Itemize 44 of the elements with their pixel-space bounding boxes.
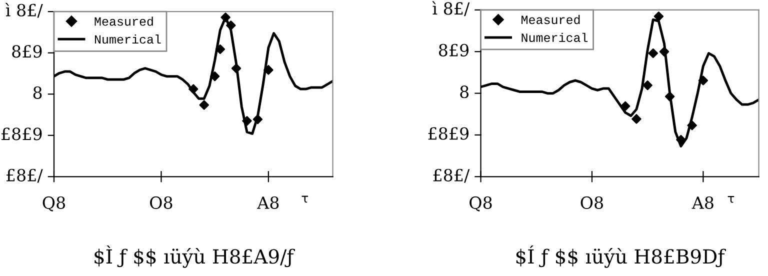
x-axis-title: τ	[728, 196, 734, 203]
legend-label: Measured	[522, 14, 580, 24]
text: ì 8£/	[432, 1, 470, 16]
point	[676, 134, 686, 145]
point	[648, 48, 658, 58]
point	[698, 76, 708, 86]
point	[188, 84, 198, 94]
x-tick-label: Q8	[470, 196, 492, 212]
point	[620, 101, 630, 112]
point	[659, 46, 670, 57]
point	[215, 44, 226, 54]
text: 8	[460, 86, 469, 98]
point	[264, 65, 274, 75]
text: £8£9	[2, 128, 42, 140]
text: 8£9	[438, 44, 469, 56]
x-axis-title: τ	[302, 196, 308, 203]
point	[654, 12, 664, 22]
x-tick-label: Q8	[42, 196, 65, 212]
text: ì 8£/	[5, 2, 43, 18]
x-tick-label: A8	[692, 196, 714, 209]
point	[687, 120, 697, 130]
text: £8£/	[433, 168, 470, 183]
point	[642, 80, 652, 90]
text: $Ì ƒ $$ ıüýù H8£A9/ƒ	[94, 246, 295, 268]
text: £8£/	[6, 168, 43, 183]
point	[664, 92, 675, 102]
legend-label: Numerical	[94, 34, 161, 44]
point	[231, 63, 242, 74]
point	[242, 116, 252, 126]
text: £8£9	[428, 127, 469, 140]
point	[220, 12, 230, 22]
x-tick-label: O8	[580, 196, 603, 209]
x-tick-label: A8	[257, 196, 279, 209]
x-tick-label: O8	[150, 196, 172, 209]
point	[210, 71, 220, 82]
text: $Í ƒ $$ ıüýù H8£B9Dƒ	[516, 246, 726, 268]
legend-label: Measured	[94, 16, 153, 26]
point	[226, 20, 236, 30]
point	[632, 114, 642, 124]
text: 8	[33, 86, 42, 99]
point	[252, 114, 263, 124]
text: 8£9	[12, 45, 42, 58]
point	[199, 100, 209, 110]
legend-label: Numerical	[522, 32, 588, 42]
